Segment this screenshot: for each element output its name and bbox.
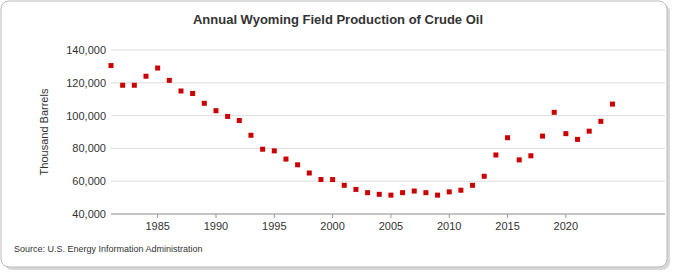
y-tick-label: 80,000 xyxy=(72,142,106,154)
point xyxy=(528,153,533,158)
x-axis xyxy=(111,214,665,215)
point xyxy=(587,129,592,134)
y-tick-label: 100,000 xyxy=(66,110,106,122)
x-tick-label: 2010 xyxy=(437,220,461,232)
point xyxy=(283,157,288,162)
point xyxy=(563,131,568,136)
point xyxy=(167,78,172,83)
point xyxy=(470,183,475,188)
point xyxy=(493,152,498,157)
point xyxy=(248,133,253,138)
x-tick-label: 2015 xyxy=(495,220,519,232)
point xyxy=(435,193,440,198)
x-tick xyxy=(274,214,275,218)
point xyxy=(365,190,370,195)
x-tick xyxy=(565,214,566,218)
point xyxy=(120,83,125,88)
x-tick-label: 1995 xyxy=(262,220,286,232)
x-tick xyxy=(157,214,158,218)
grid-line xyxy=(111,82,665,83)
x-tick xyxy=(449,214,450,218)
point xyxy=(213,108,218,113)
point xyxy=(318,177,323,182)
y-tick-label: 60,000 xyxy=(72,175,106,187)
point xyxy=(552,110,557,115)
chart: Annual Wyoming Field Production of Crude… xyxy=(0,0,675,275)
point xyxy=(505,135,510,140)
x-tick xyxy=(507,214,508,218)
point xyxy=(237,118,242,123)
point xyxy=(132,83,137,88)
x-tick-label: 1990 xyxy=(204,220,228,232)
point xyxy=(517,157,522,162)
x-tick xyxy=(390,214,391,218)
point xyxy=(458,188,463,193)
point xyxy=(575,137,580,142)
point xyxy=(225,114,230,119)
point xyxy=(540,134,545,139)
point xyxy=(295,162,300,167)
x-tick-label: 2000 xyxy=(320,220,344,232)
point xyxy=(400,190,405,195)
point xyxy=(202,101,207,106)
y-axis-label: Thousand Barrels xyxy=(38,88,50,175)
point xyxy=(330,177,335,182)
x-tick xyxy=(215,214,216,218)
title: Annual Wyoming Field Production of Crude… xyxy=(193,12,483,27)
x-tick-label: 2020 xyxy=(554,220,578,232)
point xyxy=(260,147,265,152)
point xyxy=(423,190,428,195)
point xyxy=(412,189,417,194)
x-tick-label: 1985 xyxy=(145,220,169,232)
point xyxy=(307,171,312,176)
source: Source: U.S. Energy Information Administ… xyxy=(14,244,203,254)
point xyxy=(447,189,452,194)
point xyxy=(155,66,160,71)
point xyxy=(143,74,148,79)
x-tick xyxy=(332,214,333,218)
point xyxy=(610,102,615,107)
y-tick-label: 140,000 xyxy=(66,44,106,56)
point xyxy=(388,193,393,198)
point xyxy=(178,89,183,94)
point xyxy=(598,119,603,124)
frame xyxy=(1,1,667,267)
grid-line xyxy=(111,214,665,215)
point xyxy=(482,174,487,179)
point xyxy=(109,63,114,68)
grid-line xyxy=(111,181,665,182)
y-tick-label: 120,000 xyxy=(66,77,106,89)
point xyxy=(353,187,358,192)
grid-line xyxy=(111,50,665,51)
grid-line xyxy=(111,148,665,149)
y-tick-label: 40,000 xyxy=(72,208,106,220)
points xyxy=(109,63,616,198)
x-tick-label: 2005 xyxy=(379,220,403,232)
point xyxy=(342,183,347,188)
grid-line xyxy=(111,115,665,116)
point xyxy=(190,91,195,96)
point xyxy=(377,192,382,197)
point xyxy=(272,148,277,153)
